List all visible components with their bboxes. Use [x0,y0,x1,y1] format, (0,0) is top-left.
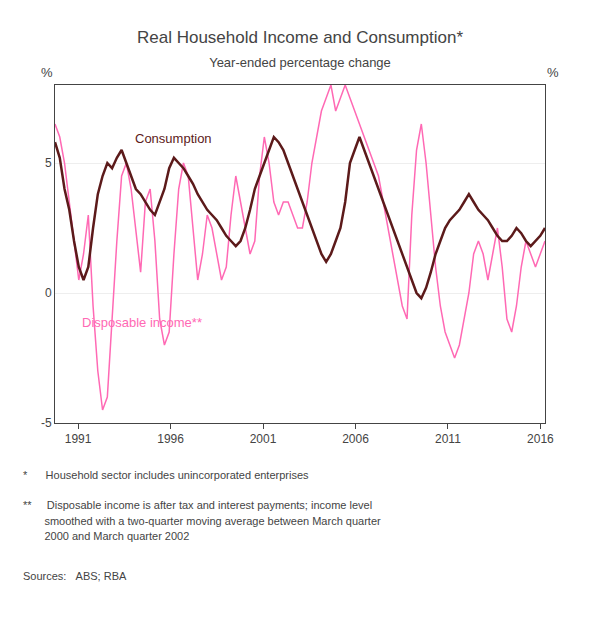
svg-text:1996: 1996 [157,432,184,446]
svg-text:%: % [547,65,559,80]
svg-text:1991: 1991 [65,432,92,446]
svg-text:2000 and March quarter 2002: 2000 and March quarter 2002 [23,530,189,542]
svg-text:5: 5 [45,156,52,170]
svg-text:2011: 2011 [435,432,461,446]
svg-text:0: 0 [45,286,52,300]
svg-text:2016: 2016 [527,432,554,446]
svg-text:%: % [41,65,53,80]
svg-text:Consumption: Consumption [135,131,212,146]
svg-text:* Household sector includ: * Household sector includes unincorporat… [23,469,309,481]
svg-text:** Disposable income is af: ** Disposable income is after tax and in… [23,499,372,511]
svg-text:Real Household Income and Cons: Real Household Income and Consumption* [137,28,463,47]
svg-text:2006: 2006 [342,432,369,446]
svg-text:Disposable income**: Disposable income** [82,315,202,330]
svg-text:smoothed with a two-quarter mo: smoothed with a two-quarter moving avera… [23,515,381,527]
svg-text:Year-ended percentage change: Year-ended percentage change [209,55,391,70]
svg-text:2001: 2001 [250,432,277,446]
svg-text:Sources: ABS; RBA: Sources: ABS; RBA [23,570,127,582]
svg-text:-5: -5 [41,416,52,430]
